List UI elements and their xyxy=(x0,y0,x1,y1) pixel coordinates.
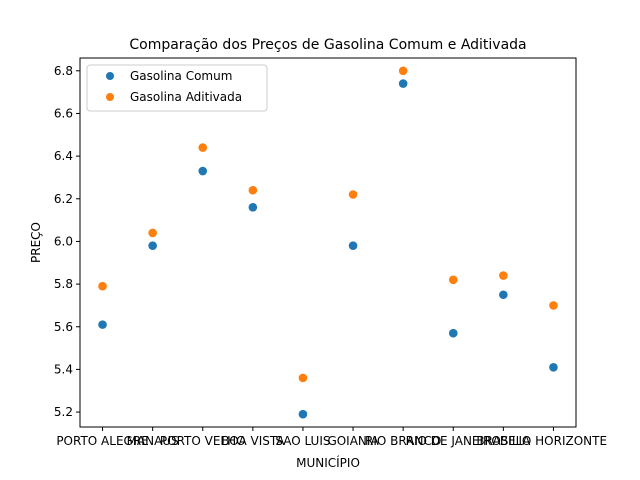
y-tick-label: 5.6 xyxy=(54,320,73,334)
data-point-comum xyxy=(248,203,258,212)
x-tick-label: PORTO VELHO xyxy=(160,434,246,448)
x-tick-label: RIO DE JANEIRO xyxy=(406,434,501,448)
data-point-comum xyxy=(298,409,308,419)
plot-area xyxy=(80,58,576,427)
x-tick-label: GOIANIA xyxy=(327,434,379,448)
data-point-comum xyxy=(549,362,558,372)
x-axis-title: MUNICÍPIO xyxy=(296,455,360,470)
y-tick-label: 6.4 xyxy=(54,149,73,163)
data-point-aditivada xyxy=(549,301,558,310)
y-tick-label: 6.8 xyxy=(54,64,73,78)
y-tick-label: 6.0 xyxy=(54,234,73,248)
y-axis: 5.2 5.4 5.6 5.8 6.0 6.2 6.4 6.6 6.8 xyxy=(54,64,80,419)
x-tick-label: BELO HORIZONTE xyxy=(500,434,607,448)
chart-title: Comparação dos Preços de Gasolina Comum … xyxy=(129,37,526,53)
data-point-comum xyxy=(198,166,208,176)
y-tick-label: 5.4 xyxy=(54,362,73,376)
x-tick-label: PORTO ALEGRE xyxy=(56,434,148,448)
y-tick-label: 6.6 xyxy=(54,106,73,120)
data-point-comum xyxy=(448,328,458,338)
y-tick-label: 5.2 xyxy=(54,405,73,419)
y-tick-label: 6.2 xyxy=(54,192,73,206)
legend-marker-comum xyxy=(106,72,114,80)
data-point-comum xyxy=(348,241,358,250)
legend-marker-aditivada xyxy=(106,93,114,101)
data-point-comum xyxy=(499,290,508,300)
plot-frame xyxy=(79,57,577,428)
legend-label-aditivada: Gasolina Aditivada xyxy=(130,90,242,104)
x-tick-label: BOA VISTA xyxy=(221,434,285,448)
x-tick-label: SAO LUIS xyxy=(275,434,330,448)
data-points xyxy=(98,66,558,419)
x-tick-label: RIO BRANCO xyxy=(365,434,441,448)
legend: Gasolina Comum Gasolina Aditivada xyxy=(86,64,268,112)
y-axis-title: PREÇO xyxy=(29,222,43,263)
x-tick-label: BRASILIA xyxy=(476,434,531,448)
data-point-aditivada xyxy=(448,275,458,285)
x-tick-label: MANAUS xyxy=(127,434,179,448)
data-point-aditivada xyxy=(198,143,208,152)
data-point-aditivada xyxy=(499,271,508,280)
legend-box xyxy=(86,64,268,112)
data-point-aditivada xyxy=(398,66,408,76)
data-point-aditivada xyxy=(98,281,107,291)
data-point-comum xyxy=(148,241,157,250)
y-tick-label: 5.8 xyxy=(54,277,73,291)
data-point-aditivada xyxy=(148,228,157,238)
data-point-aditivada xyxy=(298,373,308,383)
data-point-comum xyxy=(398,79,408,88)
data-point-comum xyxy=(98,320,107,329)
legend-label-comum: Gasolina Comum xyxy=(130,69,232,83)
data-point-aditivada xyxy=(248,185,258,195)
data-point-aditivada xyxy=(348,190,358,199)
